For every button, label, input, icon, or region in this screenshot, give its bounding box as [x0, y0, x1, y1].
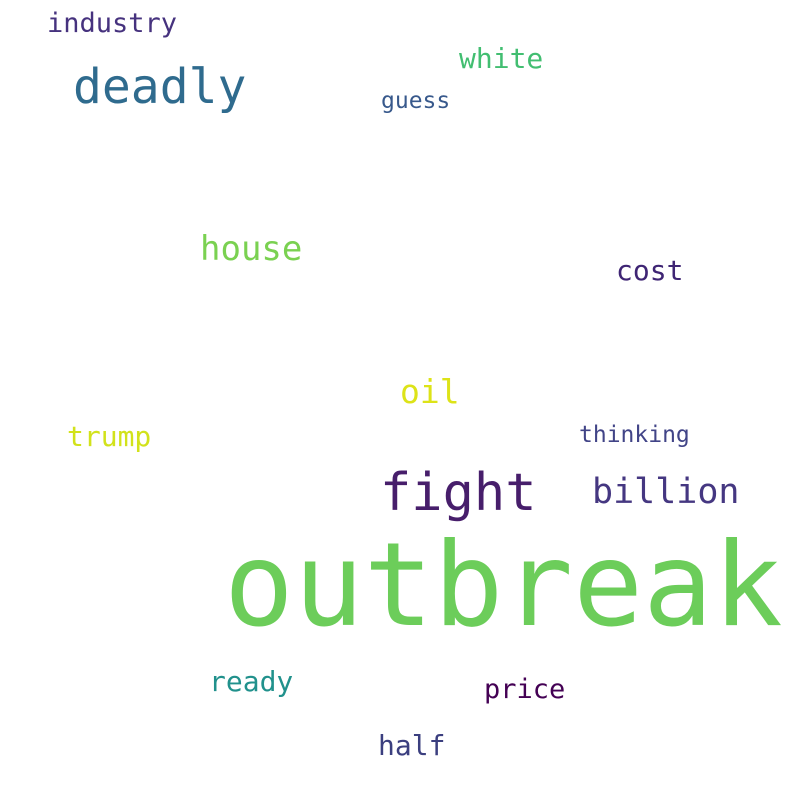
word-white: white: [459, 42, 544, 75]
word-industry: industry: [47, 8, 178, 39]
word-deadly: deadly: [73, 59, 247, 115]
word-cost: cost: [616, 254, 684, 287]
word-half: half: [378, 729, 446, 762]
word-outbreak: outbreak: [224, 518, 783, 653]
word-guess: guess: [381, 88, 451, 114]
word-house: house: [200, 229, 303, 269]
word-fight: fight: [380, 463, 537, 523]
word-ready: ready: [209, 665, 294, 698]
word-billion: billion: [592, 472, 740, 512]
word-price: price: [484, 674, 566, 705]
word-thinking: thinking: [579, 422, 690, 448]
word-trump: trump: [67, 420, 152, 453]
word-oil: oil: [400, 372, 460, 411]
